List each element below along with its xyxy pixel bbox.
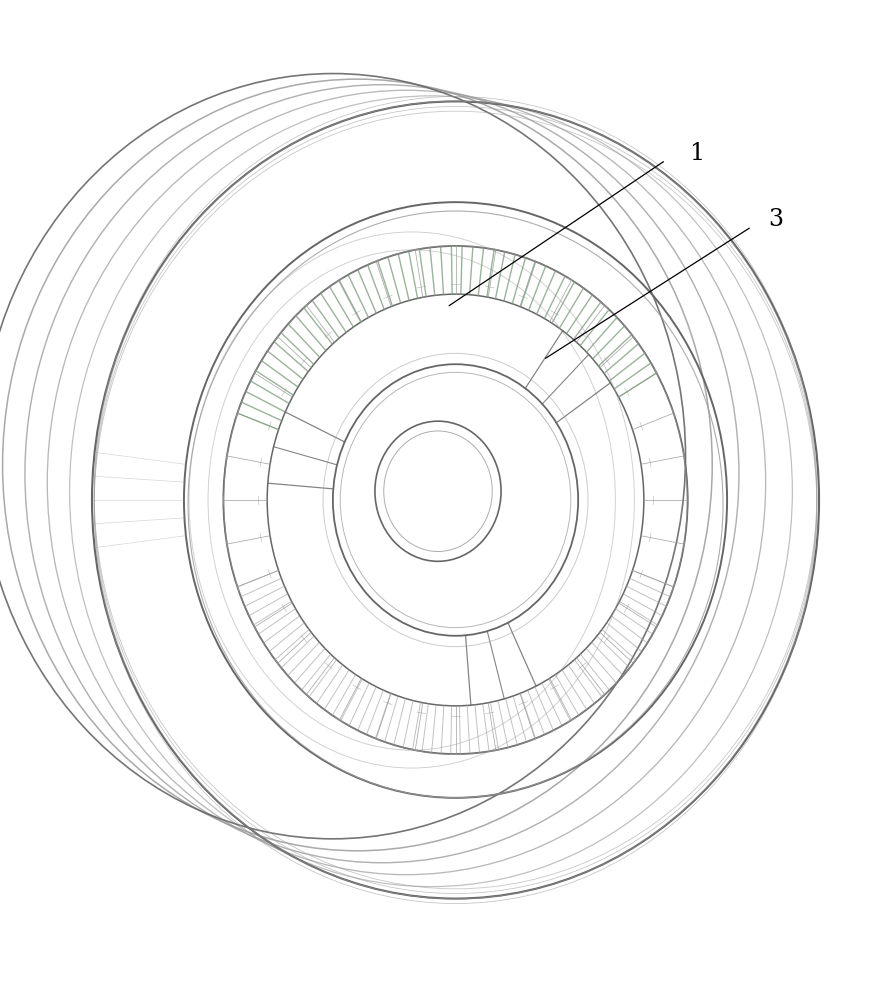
Text: 3: 3 (767, 208, 783, 231)
Text: 1: 1 (689, 142, 704, 165)
